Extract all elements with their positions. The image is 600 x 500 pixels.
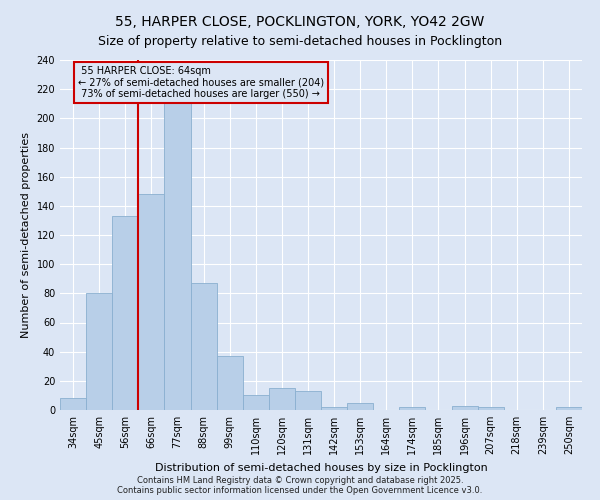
Y-axis label: Number of semi-detached properties: Number of semi-detached properties xyxy=(21,132,31,338)
Text: 55, HARPER CLOSE, POCKLINGTON, YORK, YO42 2GW: 55, HARPER CLOSE, POCKLINGTON, YORK, YO4… xyxy=(115,15,485,29)
Bar xyxy=(321,407,347,410)
Bar xyxy=(269,388,295,410)
Bar xyxy=(139,194,164,410)
Bar xyxy=(556,407,582,410)
Bar xyxy=(60,398,86,410)
Bar xyxy=(295,391,321,410)
Bar xyxy=(478,407,504,410)
Bar xyxy=(86,294,112,410)
Bar xyxy=(347,402,373,410)
Text: Contains HM Land Registry data © Crown copyright and database right 2025.
Contai: Contains HM Land Registry data © Crown c… xyxy=(118,476,482,495)
Bar xyxy=(112,216,139,410)
Bar xyxy=(217,356,243,410)
Bar xyxy=(164,82,191,410)
Bar xyxy=(191,283,217,410)
Bar xyxy=(452,406,478,410)
X-axis label: Distribution of semi-detached houses by size in Pocklington: Distribution of semi-detached houses by … xyxy=(155,462,487,472)
Text: Size of property relative to semi-detached houses in Pocklington: Size of property relative to semi-detach… xyxy=(98,35,502,48)
Text: 55 HARPER CLOSE: 64sqm
← 27% of semi-detached houses are smaller (204)
 73% of s: 55 HARPER CLOSE: 64sqm ← 27% of semi-det… xyxy=(78,66,325,99)
Bar xyxy=(242,396,269,410)
Bar xyxy=(400,407,425,410)
